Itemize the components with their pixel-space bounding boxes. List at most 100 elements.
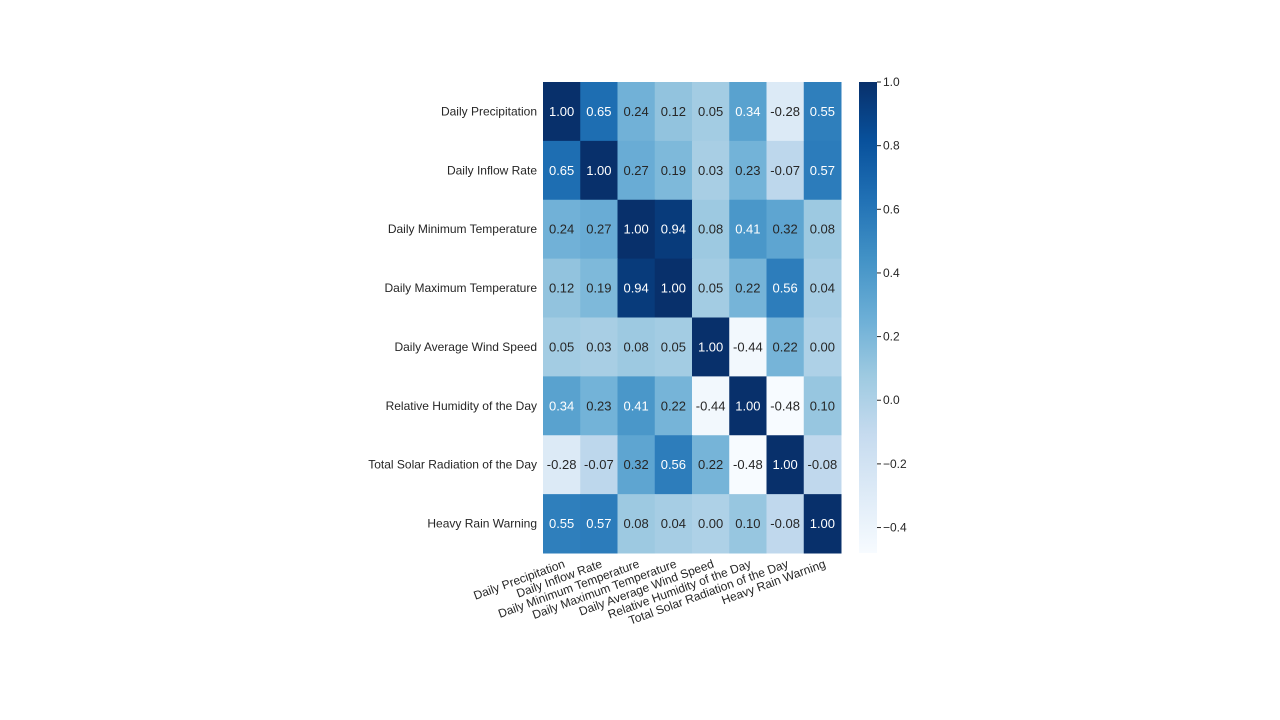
heatmap-cell: [543, 140, 581, 201]
cell-value-label: 0.12: [549, 281, 574, 296]
cell-value-label: 0.94: [623, 281, 648, 296]
heatmap-cell: [766, 199, 805, 260]
heatmap-cell: [617, 376, 656, 436]
cell-value-label: 0.08: [623, 516, 648, 531]
cell-value-label: 0.08: [623, 339, 648, 354]
cell-value-label: 1.00: [698, 339, 723, 354]
cell-value-label: 0.19: [661, 163, 686, 178]
heatmap-cell: [692, 317, 730, 377]
cell-value-label: 1.00: [772, 457, 797, 472]
heatmap-cell: [654, 435, 693, 495]
heatmap-cell: [617, 317, 656, 377]
heatmap-cell: [617, 435, 656, 495]
cell-value-label: -0.28: [770, 104, 800, 119]
heatmap-cell: [729, 376, 767, 436]
cell-value-label: 0.05: [661, 339, 686, 354]
colorbar-tick-label: 0.2: [883, 330, 900, 344]
cell-value-label: 0.55: [810, 104, 835, 119]
heatmap-cell: [543, 258, 581, 319]
cell-value-label: 0.08: [810, 222, 835, 237]
colorbar-tick-label: −0.4: [883, 521, 907, 535]
cell-value-label: 0.27: [623, 163, 648, 178]
cell-value-label: -0.44: [696, 398, 726, 413]
cell-value-label: 0.24: [549, 222, 574, 237]
heatmap-cell: [766, 82, 805, 142]
cell-value-label: 0.00: [698, 516, 723, 531]
cell-value-label: 0.23: [586, 398, 611, 413]
cell-value-label: 0.05: [549, 339, 574, 354]
cell-value-label: -0.08: [808, 457, 838, 472]
cell-value-label: -0.48: [770, 398, 800, 413]
row-axis-labels: Daily Precipitation Daily Inflow Rate Dail…: [368, 104, 537, 530]
heatmap-cell: [692, 140, 730, 201]
cell-value-label: 0.27: [586, 222, 611, 237]
cell-value-label: -0.44: [733, 339, 763, 354]
heatmap-cell: [654, 376, 693, 436]
heatmap-cell: [543, 317, 581, 377]
cell-value-label: 0.03: [698, 163, 723, 178]
cell-value-label: -0.08: [770, 516, 800, 531]
cell-value-label: 0.22: [735, 281, 760, 296]
heatmap-cells: [543, 82, 842, 554]
heatmap-cell: [580, 140, 618, 201]
heatmap-cell: [617, 199, 656, 260]
heatmap-cell: [729, 199, 767, 260]
heatmap-cell: [580, 258, 618, 319]
heatmap-cell: [803, 317, 842, 377]
cell-value-label: 0.08: [698, 222, 723, 237]
heatmap-cell: [803, 199, 842, 260]
heatmap-cell: [692, 82, 730, 142]
row-tick-label: Total Solar Radiation of the Day: [368, 458, 537, 472]
cell-value-label: 0.12: [661, 104, 686, 119]
cell-value-label: 0.41: [623, 398, 648, 413]
heatmap-cell: [543, 376, 581, 436]
cell-value-label: 1.00: [623, 222, 648, 237]
cell-value-label: 0.22: [661, 398, 686, 413]
heatmap-cell: [766, 435, 805, 495]
heatmap-cell: [729, 258, 767, 319]
row-tick-label: Daily Average Wind Speed: [394, 340, 537, 354]
heatmap-cell: [692, 258, 730, 319]
heatmap-cell: [803, 494, 842, 554]
cell-value-label: 1.00: [661, 281, 686, 296]
cell-value-label: 0.65: [586, 104, 611, 119]
cell-value-label: 0.04: [810, 281, 835, 296]
cell-value-label: -0.07: [770, 163, 800, 178]
heatmap-cell: [617, 82, 656, 142]
heatmap-cell: [580, 199, 618, 260]
heatmap-cell: [654, 82, 693, 142]
heatmap-cell: [654, 199, 693, 260]
cell-value-label: 0.10: [810, 398, 835, 413]
heatmap-cell: [803, 140, 842, 201]
heatmap-cell: [543, 494, 581, 554]
cell-value-label: 0.94: [661, 222, 686, 237]
colorbar-gradient: [859, 82, 877, 553]
cell-value-label: 0.32: [623, 457, 648, 472]
heatmap-cell: [766, 494, 805, 554]
cell-value-label: 1.00: [735, 398, 760, 413]
row-tick-label: Daily Maximum Temperature: [385, 281, 538, 295]
heatmap-cell: [543, 82, 581, 142]
heatmap-cell: [729, 317, 767, 377]
heatmap-cell: [580, 376, 618, 436]
heatmap-cell: [654, 317, 693, 377]
cell-value-label: -0.28: [547, 457, 577, 472]
heatmap-cell: [803, 435, 842, 495]
cell-value-label: 0.10: [735, 516, 760, 531]
cell-value-label: 0.22: [772, 339, 797, 354]
cell-value-label: -0.48: [733, 457, 763, 472]
row-tick-label: Daily Precipitation: [441, 104, 537, 118]
cell-value-label: 0.34: [549, 398, 574, 413]
colorbar-tick-label: −0.2: [883, 457, 907, 471]
cell-value-label: 0.55: [549, 516, 574, 531]
heatmap-cell: [692, 435, 730, 495]
heatmap-cell: [766, 258, 805, 319]
heatmap-cell: [580, 317, 618, 377]
cell-value-label: 0.00: [810, 339, 835, 354]
colorbar-ticks: 1.0 0.8 0.6 0.4 0.2 0.0 −0.2 −0.4: [877, 75, 907, 535]
cell-value-label: 0.24: [623, 104, 648, 119]
heatmap-cell: [543, 435, 581, 495]
heatmap-cell: [580, 494, 618, 554]
